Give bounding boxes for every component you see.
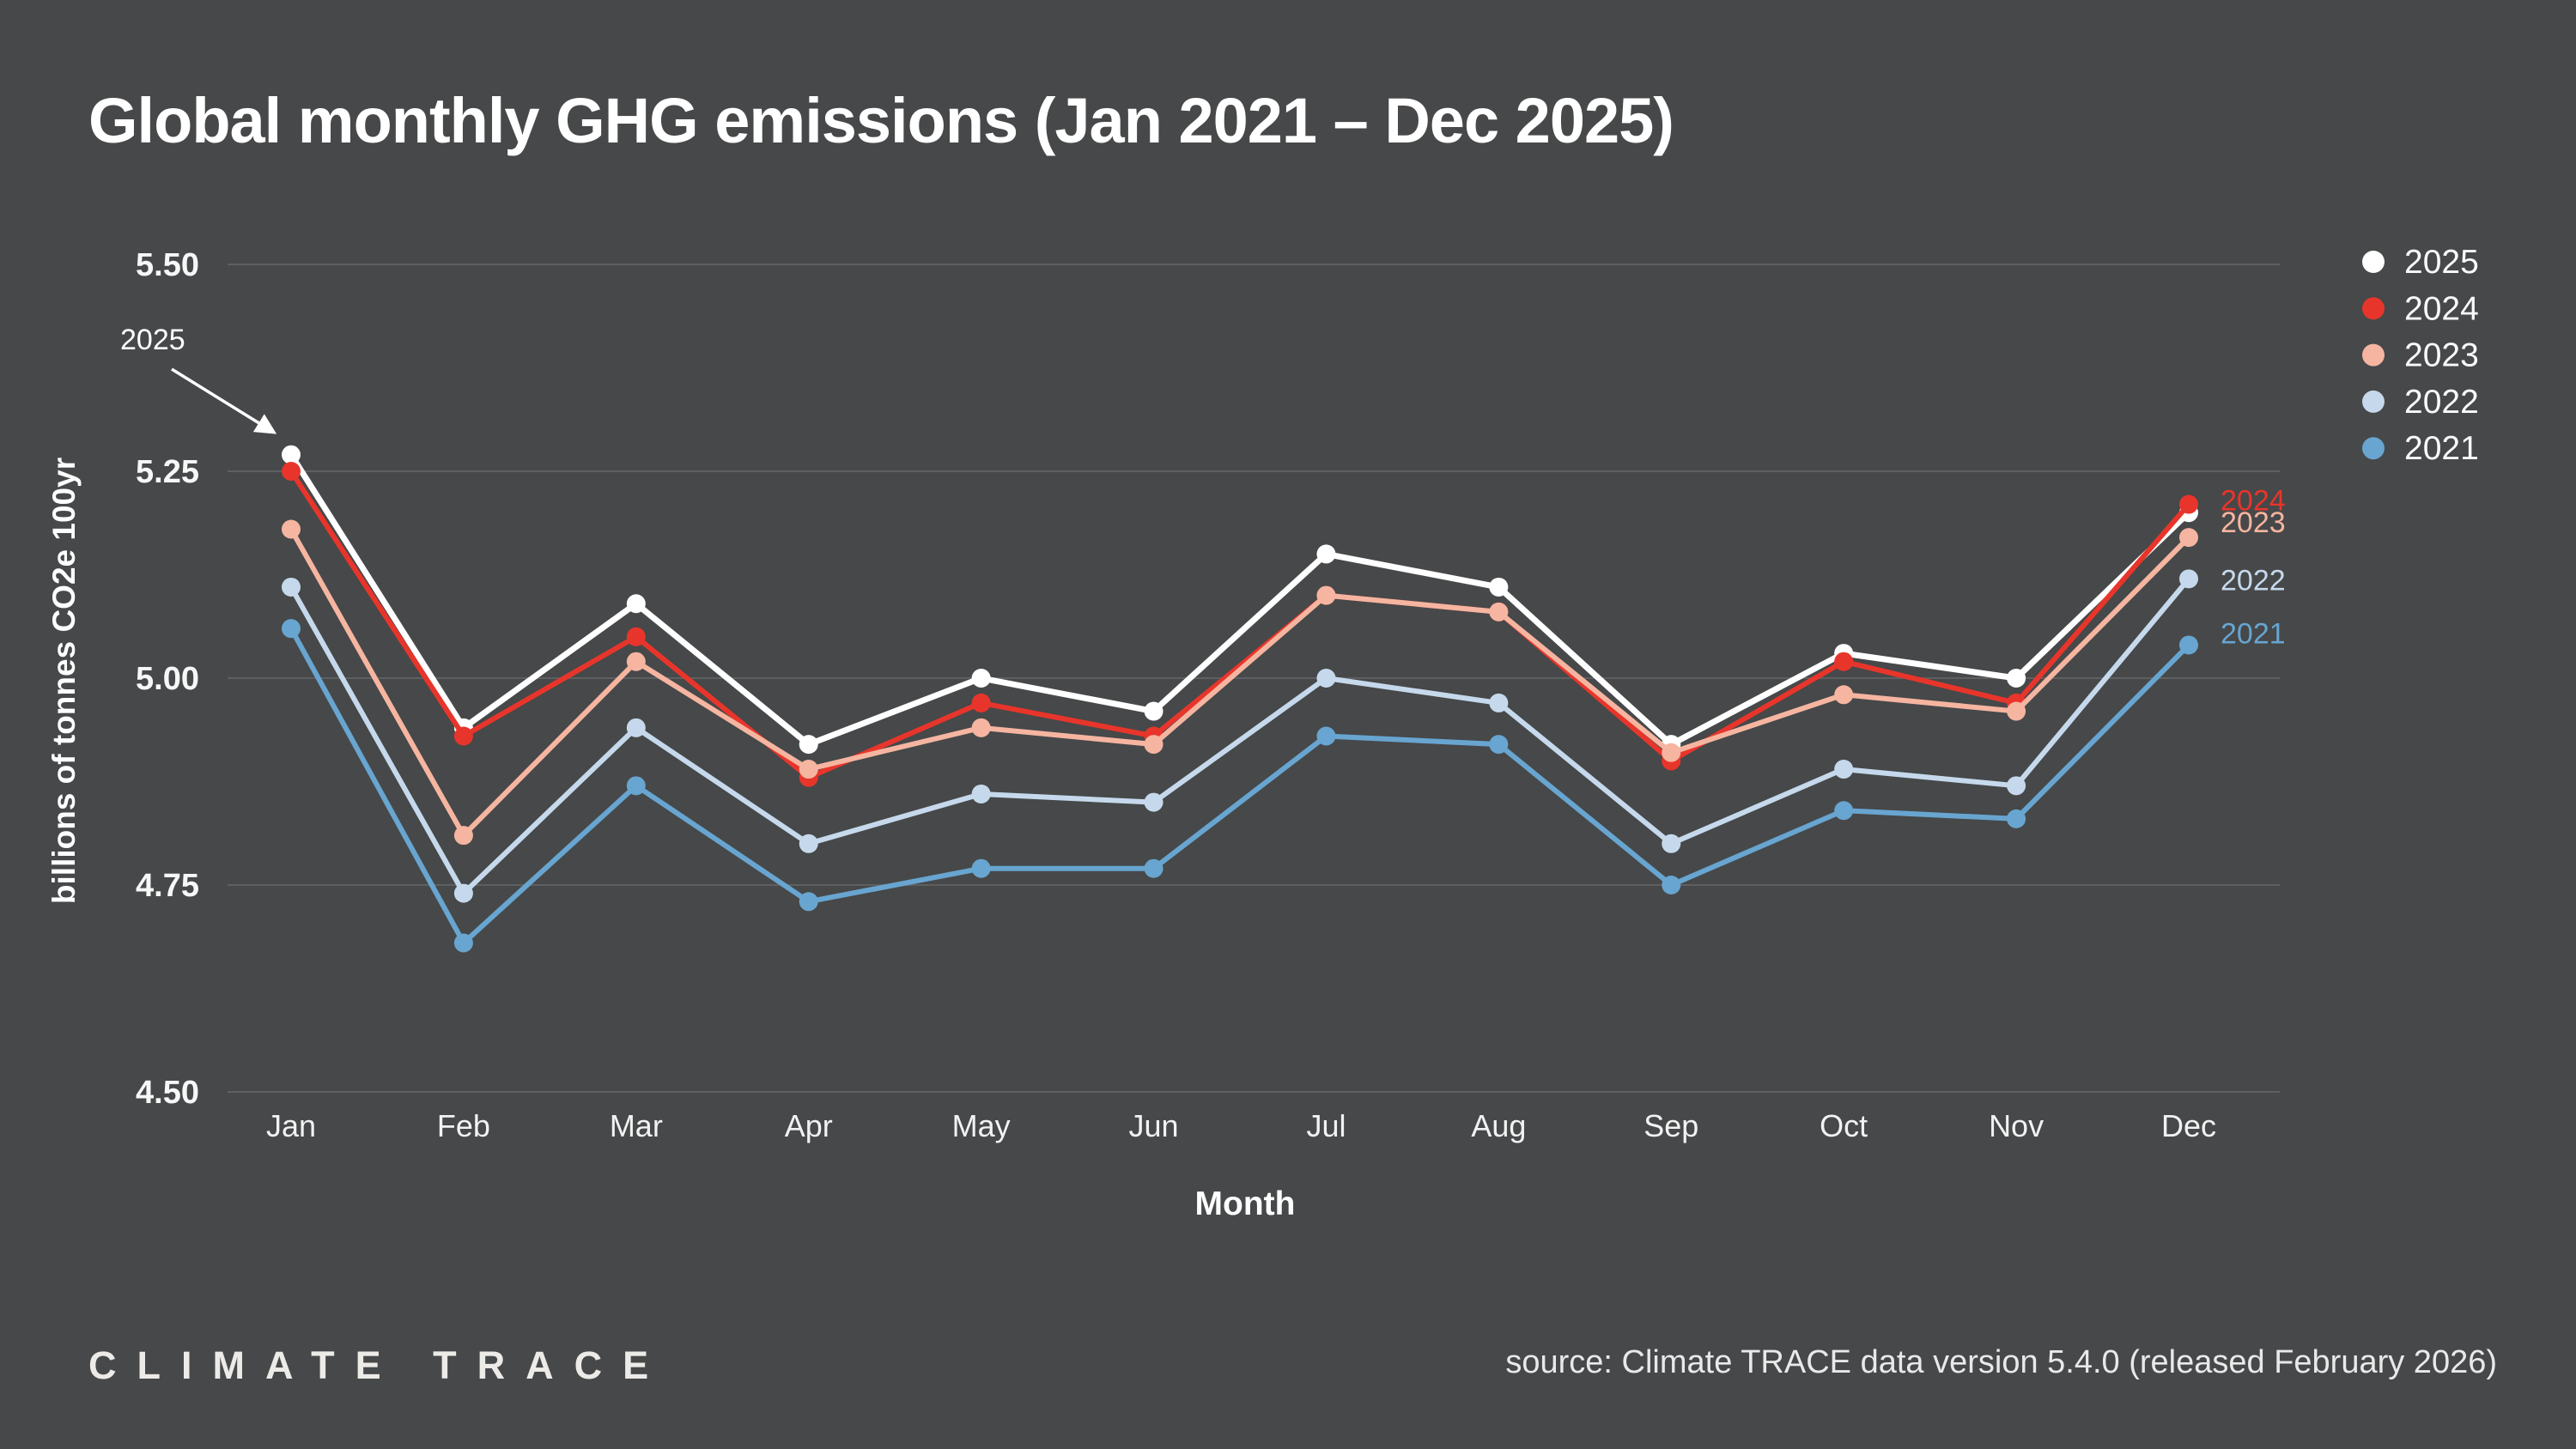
annotation-arrow: [171, 367, 277, 434]
data-point-2023-Jul: [1316, 585, 1336, 605]
legend-label-2023: 2023: [2404, 337, 2479, 374]
legend-label-2021: 2021: [2404, 430, 2479, 467]
y-tick-label: 5.50: [136, 247, 199, 283]
data-point-2024-Feb: [453, 726, 473, 746]
x-tick-label: Jul: [1306, 1108, 1346, 1143]
data-point-2023-Mar: [626, 652, 646, 671]
x-tick-label: Oct: [1820, 1108, 1868, 1143]
data-point-2022-May: [971, 784, 991, 803]
series-line-2022: [289, 576, 2191, 896]
data-point-2025-May: [971, 669, 991, 688]
x-axis-title: Month: [1194, 1185, 1296, 1222]
x-tick-label: Apr: [785, 1108, 833, 1143]
data-point-2024-Jan: [282, 462, 301, 481]
data-point-2025-Aug: [1489, 577, 1509, 597]
data-point-2023-Sep: [1662, 743, 1681, 762]
x-tick-label: Sep: [1643, 1108, 1698, 1143]
data-point-2022-Sep: [1662, 834, 1681, 853]
data-point-2022-Aug: [1489, 693, 1509, 712]
x-tick-label: Dec: [2161, 1108, 2216, 1143]
x-tick-label: Jun: [1129, 1108, 1179, 1143]
data-point-2023-Jan: [282, 519, 301, 539]
legend-dot-2022: [2362, 390, 2385, 413]
climate-trace-logo: CLIMATE TRACE: [88, 1343, 670, 1387]
legend-dot-2021: [2362, 437, 2385, 460]
x-tick-label: Mar: [610, 1108, 663, 1143]
data-point-2022-Nov: [2007, 776, 2026, 796]
data-point-2022-Mar: [626, 718, 646, 737]
source-note: source: Climate TRACE data version 5.4.0…: [1505, 1344, 2497, 1380]
x-tick-label: Feb: [437, 1108, 490, 1143]
data-point-2023-Oct: [1834, 685, 1854, 705]
data-point-2025-Jan: [282, 445, 301, 464]
annotation-2025-label: 2025: [120, 324, 185, 356]
y-tick-label: 4.50: [136, 1075, 199, 1111]
data-point-2025-Mar: [626, 594, 646, 614]
line-end-label-2022: 2022: [2221, 564, 2286, 597]
data-point-2023-Feb: [453, 826, 473, 846]
data-point-2022-Jul: [1316, 669, 1336, 688]
data-point-2022-Feb: [453, 883, 473, 903]
data-point-2024-May: [971, 693, 991, 712]
line-end-label-2024: 2024: [2221, 485, 2286, 518]
x-tick-label: May: [952, 1108, 1011, 1143]
data-point-2021-Aug: [1489, 735, 1509, 755]
series-line-2021: [289, 626, 2191, 946]
x-tick-label: Nov: [1989, 1108, 2044, 1143]
series-line-2023: [289, 526, 2191, 839]
data-point-2021-Jan: [282, 619, 301, 639]
data-point-2023-Apr: [799, 760, 818, 779]
x-tick-label: Aug: [1471, 1108, 1526, 1143]
legend-dot-2023: [2362, 343, 2385, 367]
data-point-2021-Oct: [1834, 801, 1854, 821]
data-point-2021-Jul: [1316, 726, 1336, 746]
data-point-2024-Oct: [1834, 652, 1854, 671]
data-point-2022-Jan: [282, 577, 301, 597]
data-point-2025-Jun: [1144, 701, 1163, 721]
data-point-2021-May: [971, 858, 991, 878]
y-tick-label: 5.25: [136, 454, 199, 490]
chart-title: Global monthly GHG emissions (Jan 2021 –…: [88, 85, 1674, 156]
legend-label-2025: 2025: [2404, 244, 2479, 281]
data-point-2022-Dec: [2178, 569, 2198, 589]
data-point-2023-Dec: [2178, 528, 2198, 548]
series-line-2025: [288, 452, 2192, 748]
data-point-2021-Mar: [626, 776, 646, 796]
data-point-2023-Nov: [2007, 701, 2026, 721]
data-point-2021-Apr: [799, 892, 818, 912]
data-point-2024-Mar: [626, 627, 646, 646]
data-point-2023-Aug: [1489, 602, 1509, 621]
data-point-2022-Jun: [1144, 792, 1163, 812]
data-point-2023-Jun: [1144, 735, 1163, 755]
data-point-2025-Nov: [2007, 669, 2026, 688]
data-point-2021-Nov: [2007, 809, 2026, 828]
data-point-2023-May: [971, 718, 991, 737]
data-point-2021-Jun: [1144, 858, 1163, 878]
data-point-2024-Dec: [2178, 494, 2198, 514]
data-point-2025-Jul: [1316, 544, 1336, 564]
data-point-2021-Feb: [453, 933, 473, 953]
series-line-2024: [289, 469, 2191, 780]
data-point-2021-Sep: [1662, 876, 1681, 894]
y-tick-label: 4.75: [136, 868, 199, 904]
legend-dot-2024: [2362, 297, 2385, 320]
data-point-2022-Apr: [799, 834, 818, 853]
x-tick-label: Jan: [266, 1108, 316, 1143]
y-tick-label: 5.00: [136, 661, 199, 697]
data-point-2025-Apr: [799, 735, 818, 755]
legend-label-2022: 2022: [2404, 384, 2479, 421]
legend-label-2024: 2024: [2404, 290, 2479, 327]
line-end-label-2023: 2023: [2221, 506, 2286, 539]
legend-dot-2025: [2362, 251, 2385, 273]
line-end-label-2021: 2021: [2221, 617, 2286, 650]
data-point-2021-Dec: [2178, 635, 2198, 655]
data-point-2022-Oct: [1834, 760, 1854, 779]
